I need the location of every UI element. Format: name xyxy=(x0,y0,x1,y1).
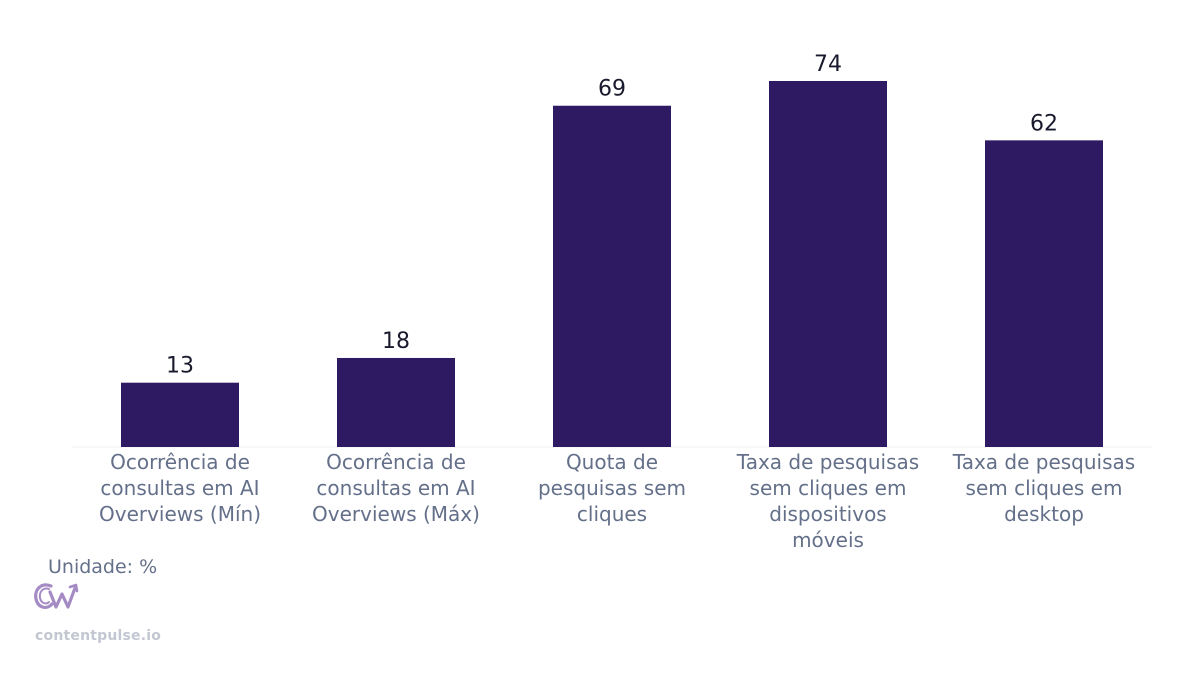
value-label-1: 13 xyxy=(166,354,194,379)
x-tick-label-line: sem cliques em xyxy=(966,476,1123,500)
x-tick-label-line: Taxa de pesquisas xyxy=(736,450,919,474)
x-tick-label-2: Ocorrência de consultas em AI Overviews (M… xyxy=(312,450,480,526)
bars-group xyxy=(121,81,1103,447)
x-tick-label-line: Quota de xyxy=(566,450,658,474)
bar-2 xyxy=(337,357,455,447)
x-tick-label-line: desktop xyxy=(1004,502,1084,526)
x-tick-label-line: dispositivos xyxy=(769,502,886,526)
bar-4 xyxy=(769,81,887,447)
value-label-3: 69 xyxy=(598,77,626,102)
value-label-5: 62 xyxy=(1030,111,1058,136)
x-tick-label-line: móveis xyxy=(792,528,864,552)
x-tick-label-line: Overviews (Máx) xyxy=(312,502,480,526)
brand-logo-icon xyxy=(34,583,79,610)
unit-label: Unidade: % xyxy=(48,556,158,578)
bar-1 xyxy=(121,382,239,447)
value-label-2: 18 xyxy=(382,329,410,354)
x-tick-label-line: Overviews (Mín) xyxy=(99,502,261,526)
value-labels-group: 13 18 69 74 62 xyxy=(166,52,1058,379)
x-tick-label-line: consultas em AI xyxy=(100,476,259,500)
x-tick-label-4: Taxa de pesquisas sem cliques em dispositi… xyxy=(736,450,919,552)
site-label: contentpulse.io xyxy=(35,628,162,644)
x-tick-label-line: Ocorrência de xyxy=(326,450,466,474)
x-tick-label-line: pesquisas sem xyxy=(538,476,686,500)
x-tick-label-line: sem cliques em xyxy=(750,476,907,500)
tick-labels-group: Ocorrência de consultas em AI Overviews (M… xyxy=(99,450,1135,552)
x-tick-label-1: Ocorrência de consultas em AI Overviews (M… xyxy=(99,450,261,526)
brand-logo xyxy=(33,580,83,614)
value-label-4: 74 xyxy=(814,52,842,77)
x-tick-label-line: Ocorrência de xyxy=(110,450,250,474)
x-tick-label-line: Taxa de pesquisas xyxy=(952,450,1135,474)
bar-3 xyxy=(553,105,671,447)
bar-5 xyxy=(985,140,1103,447)
x-tick-label-line: cliques xyxy=(577,502,647,526)
x-tick-label-3: Quota de pesquisas sem cliques xyxy=(538,450,686,526)
x-tick-label-5: Taxa de pesquisas sem cliques em desktop xyxy=(952,450,1135,526)
x-tick-label-line: consultas em AI xyxy=(316,476,475,500)
